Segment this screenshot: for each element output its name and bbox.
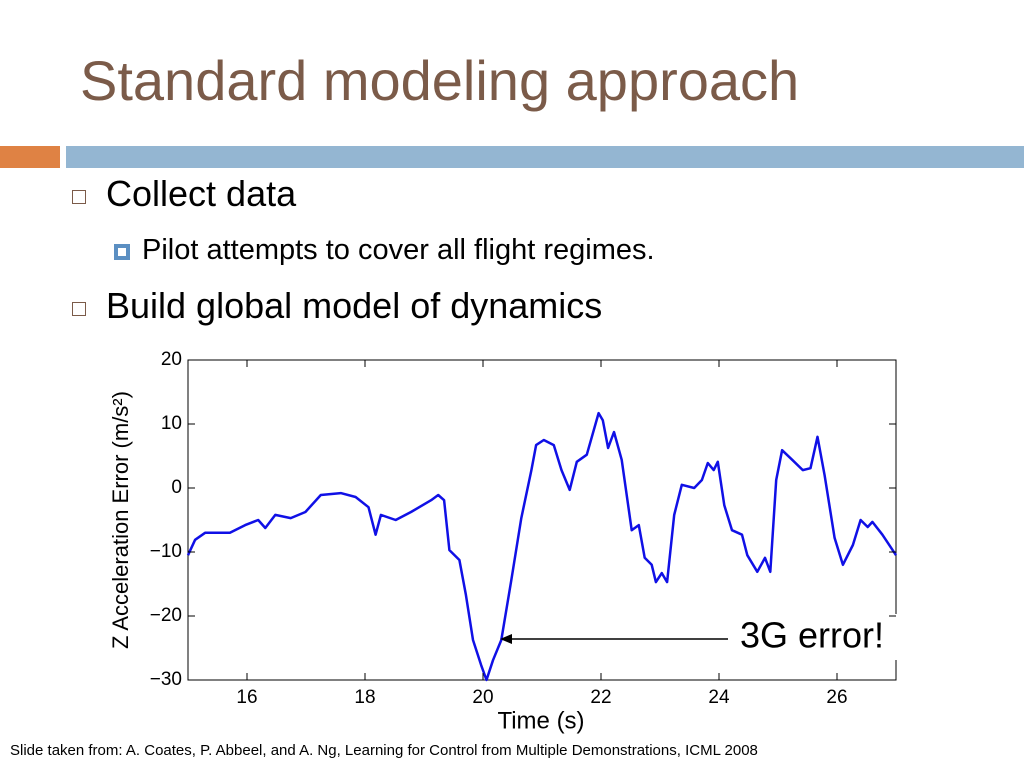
- y-tick-label: −10: [150, 541, 182, 562]
- y-tick-label: 20: [161, 349, 182, 370]
- accent-bar: [0, 146, 60, 168]
- bullet-icon: [72, 190, 86, 204]
- y-axis-label: Z Acceleration Error (m/s²): [108, 391, 133, 649]
- bullet: Collect data: [106, 173, 297, 214]
- annotation-bg: [732, 614, 902, 660]
- x-tick-label: 16: [236, 687, 257, 708]
- y-tick-label: 10: [161, 413, 182, 434]
- x-axis-label: Time (s): [497, 707, 584, 734]
- y-tick-label: −20: [150, 605, 182, 626]
- bullet: Build global model of dynamics: [106, 285, 603, 326]
- x-tick-label: 18: [354, 687, 375, 708]
- arrow-head: [500, 634, 512, 644]
- slide-title: Standard modeling approach: [80, 49, 800, 112]
- sub-bullet: Pilot attempts to cover all flight regim…: [142, 234, 655, 266]
- citation: Slide taken from: A. Coates, P. Abbeel, …: [10, 742, 758, 759]
- x-tick-label: 22: [590, 687, 611, 708]
- x-tick-label: 24: [708, 687, 730, 708]
- chart: Time (s) Z Acceleration Error (m/s²) 3G …: [107, 349, 902, 735]
- bullet-icon: [72, 302, 86, 316]
- x-tick-label: 20: [472, 687, 493, 708]
- annotation: 3G error!: [740, 615, 884, 656]
- header-bar: [66, 146, 1024, 168]
- y-tick-label: −30: [150, 669, 182, 690]
- y-tick-label: 0: [171, 477, 182, 498]
- data-line: [186, 411, 898, 682]
- x-tick-label: 26: [826, 687, 847, 708]
- sub-bullet-icon: [114, 244, 130, 260]
